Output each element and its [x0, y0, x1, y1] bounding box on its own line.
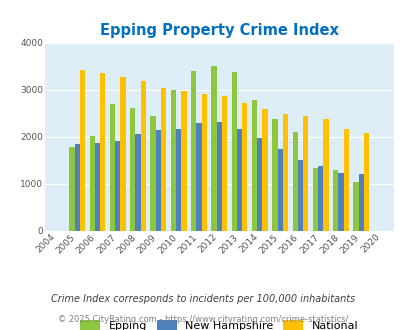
Bar — [231, 72, 236, 231]
Bar — [100, 74, 105, 231]
Bar — [257, 138, 262, 231]
Bar — [277, 149, 282, 231]
Bar — [318, 166, 323, 231]
Bar — [297, 160, 303, 231]
Bar — [89, 136, 95, 231]
Bar — [363, 133, 369, 231]
Bar — [322, 119, 328, 231]
Bar — [156, 130, 160, 231]
Bar — [150, 116, 156, 231]
Bar — [312, 168, 318, 231]
Bar — [135, 134, 140, 231]
Bar — [262, 109, 267, 231]
Bar — [176, 129, 181, 231]
Bar — [75, 145, 79, 231]
Text: © 2025 CityRating.com - https://www.cityrating.com/crime-statistics/: © 2025 CityRating.com - https://www.city… — [58, 315, 347, 324]
Bar — [221, 96, 227, 231]
Bar — [241, 103, 247, 231]
Bar — [282, 114, 288, 231]
Bar — [115, 141, 120, 231]
Bar — [95, 143, 100, 231]
Bar — [237, 129, 242, 231]
Bar — [358, 174, 363, 231]
Bar — [338, 173, 343, 231]
Bar — [201, 94, 206, 231]
Bar — [69, 147, 75, 231]
Bar — [191, 71, 196, 231]
Bar — [302, 116, 308, 231]
Bar — [171, 90, 176, 231]
Bar — [109, 104, 115, 231]
Bar — [181, 91, 186, 231]
Bar — [130, 108, 135, 231]
Bar — [332, 170, 338, 231]
Title: Epping Property Crime Index: Epping Property Crime Index — [100, 22, 338, 38]
Bar — [292, 132, 297, 231]
Text: Crime Index corresponds to incidents per 100,000 inhabitants: Crime Index corresponds to incidents per… — [51, 294, 354, 304]
Bar — [271, 119, 277, 231]
Bar — [120, 77, 126, 231]
Bar — [211, 66, 216, 231]
Bar — [79, 70, 85, 231]
Bar — [160, 88, 166, 231]
Bar — [343, 129, 348, 231]
Bar — [216, 122, 221, 231]
Bar — [352, 182, 358, 231]
Legend: Epping, New Hampshire, National: Epping, New Hampshire, National — [76, 315, 362, 330]
Bar — [251, 100, 257, 231]
Bar — [140, 81, 146, 231]
Bar — [196, 123, 201, 231]
